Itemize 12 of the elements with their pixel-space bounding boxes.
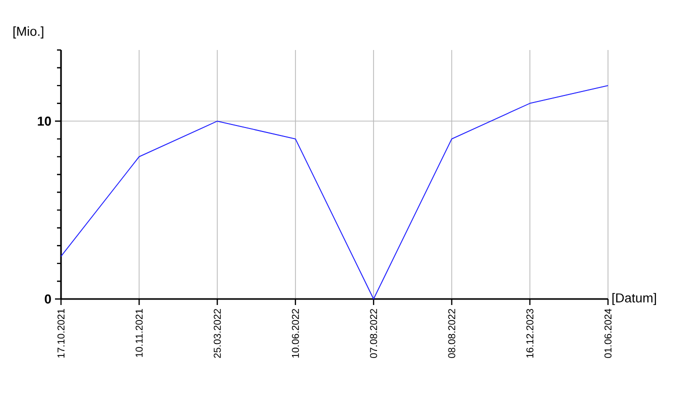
x-tick-label: 25.03.2022: [214, 309, 221, 358]
x-tick-label: 17.10.2021: [57, 309, 65, 358]
x-tick-label: 01.06.2024: [604, 308, 612, 358]
x-tick-label: 16.12.2023: [526, 308, 534, 358]
y-tick-label: 0: [44, 294, 51, 304]
x-axis-title: [Datum]: [612, 292, 656, 306]
y-tick-label: 10: [38, 116, 51, 126]
x-tick-label: 10.06.2022: [292, 309, 299, 358]
x-tick-label: 08.08.2022: [448, 309, 456, 358]
x-tick-label: 07.08.2022: [370, 309, 378, 358]
y-axis-title: [Mio.]: [13, 26, 44, 38]
x-tick-label: 10.11.2021: [136, 309, 143, 357]
